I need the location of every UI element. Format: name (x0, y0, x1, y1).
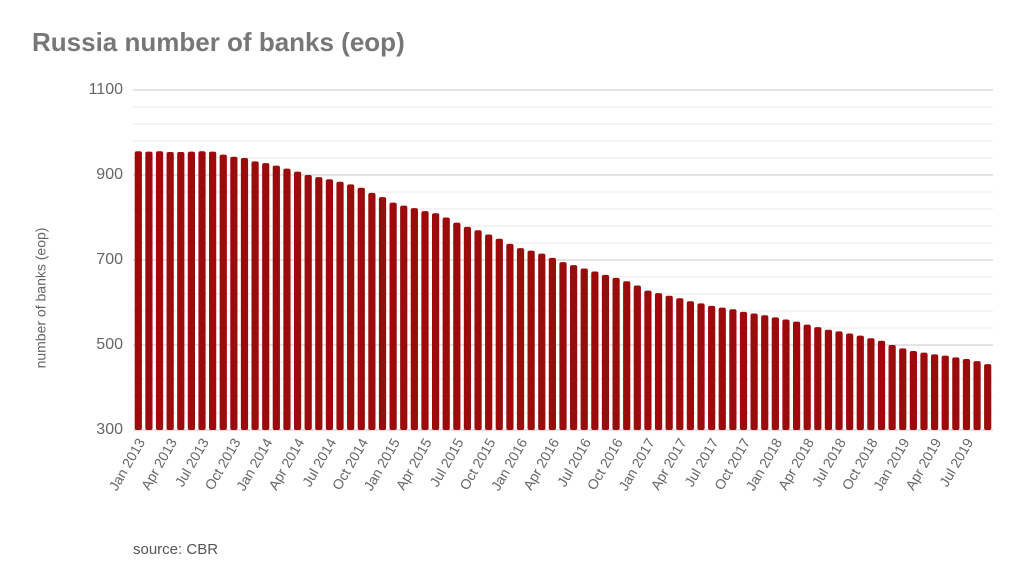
bar (665, 295, 673, 430)
bar (782, 319, 790, 430)
bar (984, 364, 992, 430)
bar (920, 352, 928, 430)
bar (368, 192, 376, 430)
bar (612, 277, 620, 430)
bar (453, 222, 461, 430)
bar (177, 152, 185, 431)
bar (325, 179, 334, 430)
bar (835, 331, 843, 430)
bar (952, 357, 960, 430)
bar (888, 345, 896, 430)
bar (240, 158, 249, 430)
bar (580, 268, 588, 430)
bar (421, 211, 429, 430)
bar (708, 305, 716, 430)
bar (718, 307, 726, 430)
bar (293, 171, 302, 430)
bar (347, 184, 355, 430)
bar (654, 293, 663, 430)
bar (771, 317, 779, 430)
bar (824, 329, 833, 430)
bar (941, 355, 949, 430)
bar (516, 248, 525, 430)
bar (155, 151, 164, 430)
bar (463, 226, 472, 430)
bar (973, 361, 981, 430)
bar (230, 156, 238, 430)
bar (559, 262, 567, 430)
bar (134, 151, 142, 430)
bar (304, 175, 312, 430)
bar (846, 333, 854, 430)
bar (527, 250, 535, 430)
y-tick-label: 1100 (89, 81, 124, 98)
bar (538, 253, 546, 430)
bar (856, 335, 864, 430)
bar (272, 165, 280, 430)
bar (601, 274, 610, 430)
y-tick-label: 300 (96, 421, 123, 438)
bar (803, 324, 811, 430)
bar (962, 359, 971, 430)
bar (219, 154, 227, 430)
bar (644, 290, 652, 430)
bar (485, 234, 493, 430)
bar (761, 315, 769, 430)
bar (792, 321, 801, 430)
y-tick-label: 500 (96, 336, 123, 353)
bar (166, 152, 174, 431)
bar (145, 151, 153, 430)
bar (400, 205, 408, 430)
bar (750, 313, 758, 430)
bar (548, 257, 556, 430)
bar (506, 243, 514, 430)
y-tick-label: 900 (96, 166, 123, 183)
bar (209, 151, 217, 430)
bar (336, 181, 344, 430)
bar (474, 230, 482, 430)
bar (623, 281, 631, 430)
bar (814, 327, 822, 430)
bar (930, 354, 939, 430)
bar (570, 265, 578, 430)
bar (697, 303, 705, 430)
bar (591, 271, 599, 430)
bar (442, 217, 450, 430)
bar (431, 213, 440, 430)
bar (283, 168, 291, 430)
source: source: CBR (133, 541, 218, 558)
bar (909, 350, 917, 430)
bar (389, 202, 397, 430)
bar (867, 338, 875, 430)
bar (739, 311, 748, 430)
bar (187, 151, 196, 430)
bar (262, 163, 270, 430)
bar (378, 197, 387, 430)
bar (899, 348, 907, 430)
bar (495, 238, 503, 430)
bar (877, 340, 886, 430)
bar (633, 285, 641, 430)
bar (357, 187, 365, 430)
y-axis-label: number of banks (eop) (33, 228, 49, 369)
bar (686, 301, 695, 430)
bar (676, 298, 684, 430)
bar (198, 151, 206, 430)
y-tick-label: 700 (96, 251, 123, 268)
bar (729, 309, 737, 430)
chart-title: Russia number of banks (eop) (32, 27, 405, 57)
bar (251, 161, 259, 430)
bar (410, 208, 418, 430)
bar (315, 177, 323, 430)
